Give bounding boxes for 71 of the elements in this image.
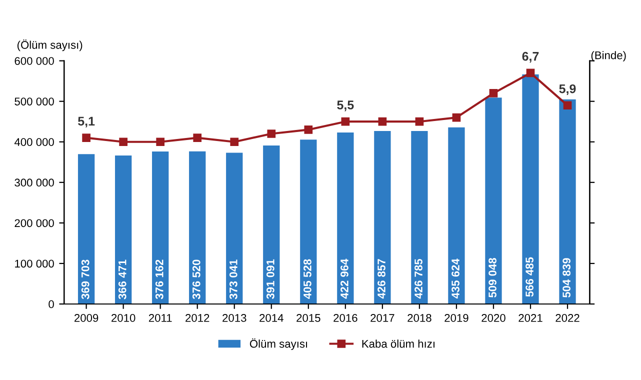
- bar: [78, 154, 95, 304]
- x-tick-label: 2017: [370, 314, 394, 322]
- bar: [263, 145, 280, 304]
- y2-axis-title: (Binde): [591, 51, 626, 62]
- bar: [485, 98, 502, 304]
- x-tick-label: 2009: [74, 314, 98, 322]
- point: [526, 68, 535, 78]
- data-label: 504 839: [562, 258, 571, 298]
- y-tick-label: 0: [48, 300, 54, 308]
- point: [304, 126, 313, 134]
- point: [82, 134, 90, 142]
- y-tick-label: 500 000: [14, 98, 54, 106]
- point: [378, 117, 387, 126]
- data-label: 376 520: [192, 260, 200, 300]
- x-tick-label: 2022: [556, 314, 580, 322]
- x-tick-label: 2021: [518, 314, 542, 322]
- point: [230, 138, 239, 146]
- bar: [114, 155, 132, 304]
- x-tick-label: 2014: [260, 314, 284, 322]
- bar: [559, 99, 576, 304]
- data-label: 5,5: [337, 100, 354, 112]
- data-label: 5,1: [78, 116, 95, 128]
- bar: [300, 140, 317, 304]
- y-tick-label: 200 000: [14, 219, 54, 228]
- data-label: 566 485: [526, 257, 534, 297]
- x-tick-label: 2019: [444, 314, 468, 322]
- point: [452, 113, 461, 122]
- x-tick-label: 2010: [112, 314, 136, 322]
- x-tick-label: 2018: [408, 314, 432, 322]
- data-label: 366 471: [118, 260, 126, 300]
- y-tick-label: 600 000: [14, 57, 54, 65]
- legend-label: Kaba ölüm hızı: [362, 340, 434, 348]
- data-label: 6,7: [522, 52, 539, 63]
- point: [119, 138, 128, 146]
- y-axis-title: (Ölüm sayısı): [17, 39, 82, 52]
- data-label: 405 528: [304, 259, 312, 299]
- data-label: 426 785: [414, 258, 422, 299]
- bar: [522, 74, 539, 304]
- legend-label: Ölüm sayısı: [250, 338, 308, 350]
- data-label: 426 857: [378, 259, 386, 299]
- point: [156, 138, 165, 146]
- x-tick-label: 2020: [482, 314, 506, 322]
- bar: [448, 127, 465, 304]
- bar: [411, 131, 428, 304]
- point: [267, 130, 276, 138]
- data-label: 435 624: [452, 258, 460, 299]
- point: [415, 117, 424, 126]
- x-tick-label: 2011: [148, 314, 172, 322]
- bar: [226, 152, 243, 304]
- bar: [374, 130, 391, 304]
- point: [193, 134, 202, 142]
- bar: [337, 132, 354, 304]
- data-label: 5,9: [559, 84, 576, 96]
- point: [563, 101, 572, 110]
- data-label: 376 162: [155, 260, 164, 300]
- data-label: 373 041: [229, 260, 238, 300]
- bar: [189, 151, 206, 304]
- y-tick-label: 400 000: [14, 138, 54, 146]
- x-tick-label: 2015: [296, 314, 320, 322]
- data-label: 391 091: [266, 259, 274, 299]
- data-label: 369 703: [81, 260, 90, 300]
- y-tick-label: 300 000: [14, 178, 54, 187]
- x-tick-label: 2012: [186, 314, 210, 322]
- point: [489, 89, 498, 98]
- y-tick-label: 100 000: [15, 260, 54, 268]
- x-tick-label: 2016: [334, 314, 358, 322]
- x-tick-label: 2013: [222, 314, 246, 322]
- data-label: 422 964: [340, 258, 348, 299]
- point: [341, 117, 350, 126]
- data-label: 509 048: [488, 258, 496, 298]
- bar: [152, 152, 169, 304]
